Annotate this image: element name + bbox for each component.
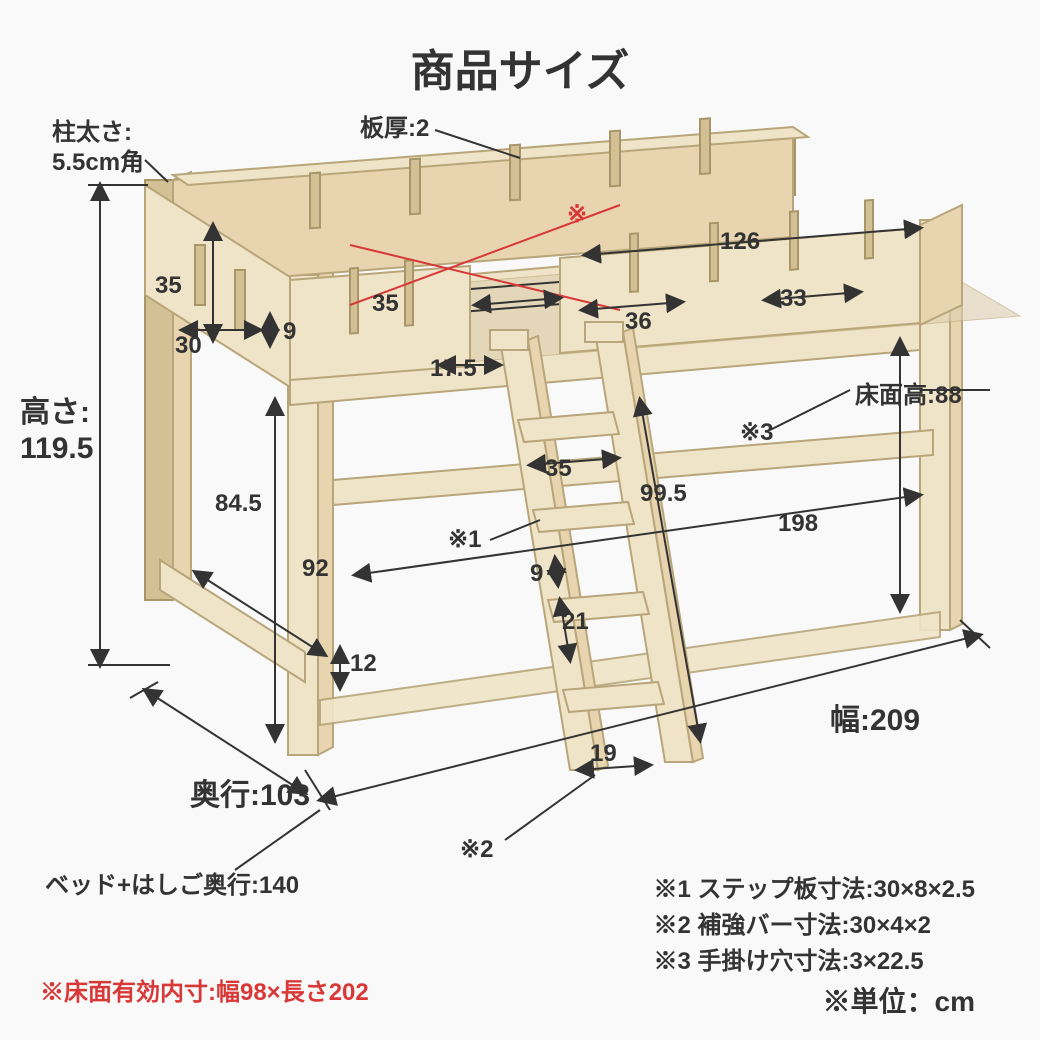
footnote-3: ※3 手掛け穴寸法:3×22.5 [654, 944, 975, 980]
mark2: ※2 [460, 835, 493, 864]
d36: 36 [625, 308, 652, 336]
d9b: 9 [530, 560, 543, 588]
mark3: ※3 [740, 418, 773, 447]
floor-height-label: 床面高:88 [855, 375, 962, 410]
d35-ladder: 35 [545, 455, 572, 483]
d126: 126 [720, 228, 760, 256]
mark1: ※1 [448, 525, 481, 554]
d84-5: 84.5 [215, 490, 262, 518]
ladder [490, 322, 703, 770]
width-label: 幅:209 [830, 695, 920, 739]
d12: 12 [350, 650, 377, 678]
d198: 198 [778, 510, 818, 538]
mark-x: ※ [567, 200, 587, 229]
unit-label: ※単位：cm [823, 980, 975, 1020]
d35-rail: 35 [155, 272, 182, 300]
d30: 30 [175, 332, 202, 360]
d19: 19 [590, 740, 617, 768]
d33: 33 [780, 285, 807, 313]
d35-gap: 35 [372, 290, 399, 318]
footnote-1: ※1 ステップ板寸法:30×8×2.5 [654, 872, 975, 908]
d9a: 9 [283, 318, 296, 346]
bed-ladder-depth: ベッド+はしご奥行:140 [45, 865, 299, 900]
d92: 92 [302, 555, 329, 583]
d99-5: 99.5 [640, 480, 687, 508]
post-thickness-label: 柱太さ:5.5cm角 [52, 118, 144, 178]
d21: 21 [562, 608, 589, 636]
footnotes: ※1 ステップ板寸法:30×8×2.5 ※2 補強バー寸法:30×4×2 ※3 … [654, 872, 975, 980]
internal-dimension-note: ※床面有効内寸:幅98×長さ202 [40, 972, 369, 1007]
board-thickness-label: 板厚:2 [360, 108, 429, 143]
depth-label: 奥行:103 [190, 770, 310, 814]
height-label: 高さ:119.5 [20, 395, 93, 467]
footnote-2: ※2 補強バー寸法:30×4×2 [654, 908, 975, 944]
d17-5: 17.5 [430, 355, 477, 383]
